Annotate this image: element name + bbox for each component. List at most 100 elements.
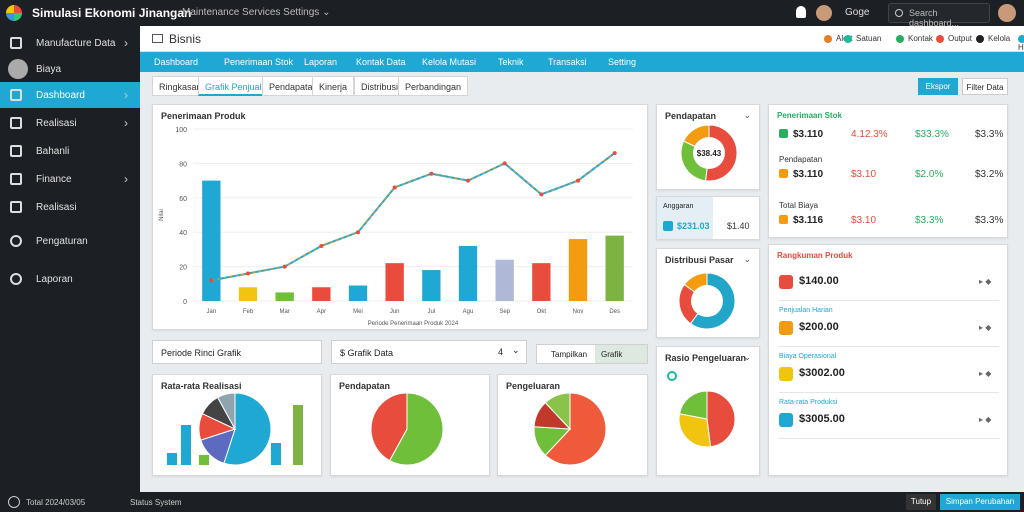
chevron-right-icon: ›	[124, 172, 128, 186]
sidebar-item-7[interactable]: Pengaturan	[0, 228, 140, 254]
mini-bar-mark	[271, 443, 281, 465]
sidebar-item-6[interactable]: Realisasi	[0, 194, 140, 220]
subtab-2[interactable]: Pendapatan	[262, 76, 325, 96]
chevron-down-icon[interactable]: ⌄	[743, 352, 751, 362]
sidebar-item-8[interactable]: Laporan	[0, 266, 140, 292]
kpi-row: Total Biaya $3.116 $3.10 $3.3% $3.3%	[779, 201, 1004, 226]
trend-icon: ▸ ◆	[979, 277, 992, 286]
tab-1[interactable]: Penerimaan Stok	[224, 57, 294, 67]
header-action-1[interactable]: Satuan	[844, 34, 881, 43]
header-action-5[interactable]: Help	[1018, 34, 1024, 52]
list-item[interactable]: Rata-rata Produksi $3005.00 ▸ ◆	[779, 399, 999, 439]
mini-bar-mark	[199, 455, 209, 465]
sidebar-item-2[interactable]: Dashboard ›	[0, 82, 140, 108]
list-item[interactable]: Biaya Operasional $3002.00 ▸ ◆	[779, 353, 999, 393]
main-chart-card: Penerimaan Produk 0 20 40 60 80 100 Jan Feb Mar A…	[152, 104, 648, 330]
income-slice	[388, 392, 444, 466]
subtab-3[interactable]: Kinerja	[312, 76, 355, 96]
bar-mark	[568, 239, 588, 301]
tab-3[interactable]: Kontak Data	[356, 57, 406, 67]
bar-mark	[605, 235, 624, 301]
box-icon	[10, 173, 22, 185]
main-chart-title: Penerimaan Produk	[161, 111, 246, 121]
top-bar: Simulasi Ekonomi Jinangan Maintenance Se…	[0, 0, 1024, 28]
top-menu[interactable]: Maintenance Services Settings ⌄	[182, 7, 331, 18]
list-item[interactable]: $140.00 ▸ ◆	[779, 261, 999, 301]
export-button[interactable]: Ekspor	[918, 78, 958, 95]
chevron-down-icon[interactable]: ⌄	[743, 254, 751, 264]
sidebar-item-5[interactable]: Finance ›	[0, 166, 140, 192]
bar-mark	[532, 263, 551, 301]
save-changes-button[interactable]: Simpan Perubahan	[940, 494, 1020, 510]
data-filter-dropdown[interactable]: $ Grafik Data 4 ⌄	[331, 340, 527, 364]
toggle-show[interactable]: Tampilkan	[551, 350, 588, 359]
bar-mark	[422, 270, 441, 301]
header-action-4[interactable]: Kelola	[976, 34, 1010, 43]
trend-icon: ▸ ◆	[979, 415, 992, 424]
x-tick-label: Mar	[279, 309, 289, 315]
close-button[interactable]: Tutup	[906, 494, 936, 510]
summary-list-card: Rangkuman Produk $140.00 ▸ ◆ Penjualan Har…	[768, 244, 1008, 476]
expense-ratio-pie	[678, 390, 736, 448]
tab-5[interactable]: Teknik	[498, 57, 524, 67]
toggle-chart[interactable]: Grafik	[595, 345, 647, 363]
line-point	[356, 230, 360, 235]
search-input[interactable]: Search dashboard...	[888, 3, 990, 28]
sidebar-item-3[interactable]: Realisasi ›	[0, 110, 140, 136]
sidebar-item-4[interactable]: Bahanli	[0, 138, 140, 164]
average-realization-title: Rata-rata Realisasi	[161, 381, 242, 391]
app-title: Simulasi Ekonomi Jinangan	[32, 6, 192, 20]
sidebar-item-label: Realisasi	[36, 202, 77, 213]
header-action-icon	[896, 34, 904, 43]
filter-button[interactable]: Filter Data	[962, 78, 1008, 95]
header-action-2[interactable]: Kontak	[896, 34, 933, 43]
x-axis-label: Periode Penerimaan Produk 2024	[368, 321, 459, 327]
user-name[interactable]: Goge	[845, 7, 870, 18]
income-pie-title: Pendapatan	[339, 381, 391, 391]
view-toggle[interactable]: Tampilkan Grafik	[536, 344, 648, 364]
kpi-marker-icon	[779, 129, 788, 138]
subtab-0[interactable]: Ringkasan	[152, 76, 209, 96]
user-avatar[interactable]	[816, 5, 832, 21]
tab-2[interactable]: Laporan	[304, 57, 338, 67]
kpi-marker-icon	[779, 169, 788, 178]
budget-change: $1.40	[727, 221, 750, 231]
tab-6[interactable]: Transaksi	[548, 57, 587, 67]
sidebar-item-label: Manufacture Data	[36, 38, 116, 49]
mini-bar-mark	[293, 405, 303, 465]
bar-mark	[238, 287, 258, 301]
bell-icon[interactable]	[796, 6, 806, 18]
trend-line	[211, 152, 616, 282]
bar-mark	[275, 292, 294, 301]
x-tick-label: Jun	[390, 309, 400, 315]
realization-slice	[223, 392, 272, 466]
chevron-right-icon: ›	[124, 36, 128, 50]
tab-4[interactable]: Kelola Mutasi	[422, 57, 477, 67]
sidebar-item-1[interactable]: Biaya	[0, 56, 140, 82]
category-swatch-icon	[779, 321, 793, 335]
period-filter[interactable]: Periode Rinci Grafik	[152, 340, 322, 364]
expense-ratio-slice	[706, 390, 736, 448]
tab-7[interactable]: Setting	[608, 57, 637, 67]
upload-icon	[10, 145, 22, 157]
status-icon	[8, 496, 20, 508]
trend-line-overlay	[211, 152, 615, 281]
y-tick-label: 100	[175, 127, 187, 134]
chevron-down-icon[interactable]: ⌄	[743, 110, 751, 120]
list-item[interactable]: Penjualan Harian $200.00 ▸ ◆	[779, 307, 999, 347]
kpi-row: $3.110 4.12.3% $33.3% $3.3%	[779, 129, 1003, 149]
profile-avatar[interactable]	[998, 4, 1016, 22]
sidebar-item-label: Laporan	[36, 274, 73, 285]
sidebar-item-0[interactable]: Manufacture Data ›	[0, 30, 140, 56]
average-realization-chart	[167, 392, 303, 466]
category-swatch-icon	[779, 275, 793, 289]
header-action-3[interactable]: Output	[936, 34, 972, 43]
market-donut-title: Distribusi Pasar	[665, 255, 734, 265]
y-tick-label: 40	[179, 230, 187, 237]
y-tick-label: 20	[179, 265, 187, 272]
tab-0[interactable]: Dashboard	[154, 57, 199, 67]
budget-kpi-card: Anggaran $231.03 $1.40	[656, 196, 760, 240]
status-bar: Total 2024/03/05 Status System Tutup Sim…	[0, 492, 1024, 512]
chevron-down-icon[interactable]: ⌄	[512, 345, 520, 355]
subtab-5[interactable]: Perbandingan	[398, 76, 469, 96]
